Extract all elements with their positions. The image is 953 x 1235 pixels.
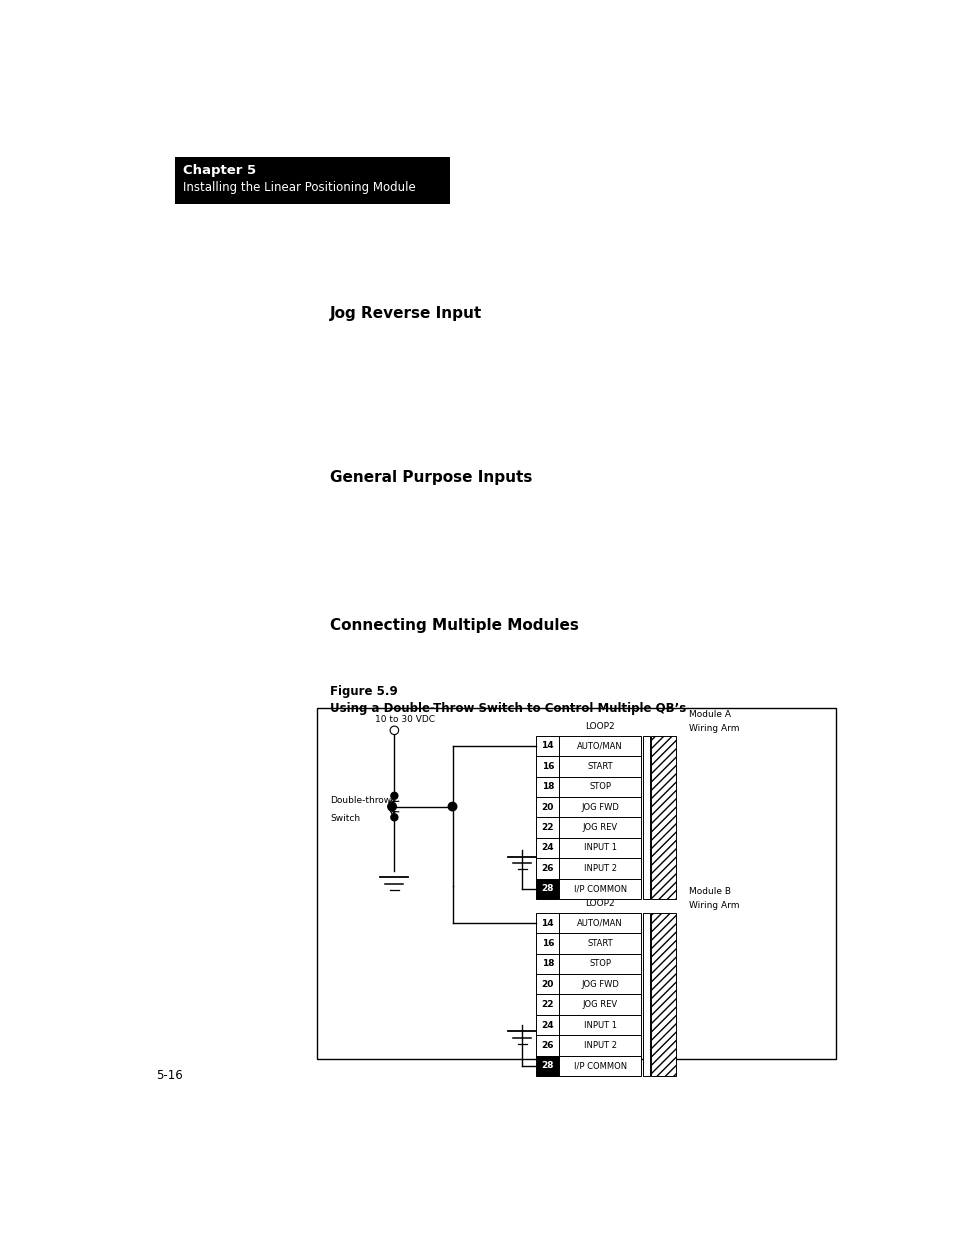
Bar (558, 1015, 640, 1035)
Text: 10 to 30 VDC: 10 to 30 VDC (375, 715, 435, 724)
Text: JOG FWD: JOG FWD (580, 803, 618, 811)
Circle shape (391, 814, 397, 821)
Bar (558, 953, 640, 974)
Text: 14: 14 (541, 919, 554, 927)
Text: Chapter 5: Chapter 5 (183, 164, 255, 178)
Circle shape (391, 793, 397, 799)
Bar (536, 736, 558, 756)
Bar (536, 1056, 558, 1076)
Text: Figure 5.9: Figure 5.9 (330, 685, 397, 698)
Bar (536, 953, 558, 974)
Bar (558, 934, 640, 953)
Text: Module A: Module A (688, 710, 730, 719)
Bar (174, 157, 450, 205)
Text: 28: 28 (541, 884, 554, 893)
Text: 24: 24 (541, 1020, 554, 1030)
Bar (558, 837, 640, 858)
Bar (558, 797, 640, 818)
Text: INPUT 2: INPUT 2 (583, 863, 616, 873)
Bar (536, 818, 558, 837)
Circle shape (387, 803, 395, 811)
Text: 14: 14 (541, 741, 554, 751)
Text: 16: 16 (541, 939, 554, 948)
Bar (536, 974, 558, 994)
Text: I/P COMMON: I/P COMMON (573, 884, 626, 893)
Bar (558, 858, 640, 878)
Text: Using a Double-Throw Switch to Control Multiple QB’s: Using a Double-Throw Switch to Control M… (330, 701, 685, 715)
Text: JOG FWD: JOG FWD (580, 979, 618, 989)
Text: Switch: Switch (330, 814, 360, 823)
Text: 16: 16 (541, 762, 554, 771)
Text: 22: 22 (541, 823, 554, 832)
Bar (536, 858, 558, 878)
Text: 18: 18 (541, 960, 554, 968)
Text: I/P COMMON: I/P COMMON (573, 1061, 626, 1071)
Text: 26: 26 (541, 863, 554, 873)
Bar (558, 913, 640, 934)
Text: General Purpose Inputs: General Purpose Inputs (330, 471, 532, 485)
Text: STOP: STOP (589, 960, 611, 968)
Bar (536, 756, 558, 777)
Text: Installing the Linear Positioning Module: Installing the Linear Positioning Module (183, 182, 416, 194)
Text: 5-16: 5-16 (156, 1070, 183, 1082)
Bar (558, 994, 640, 1015)
Text: AUTO/MAN: AUTO/MAN (577, 919, 622, 927)
Text: 24: 24 (541, 844, 554, 852)
Bar (536, 1035, 558, 1056)
Text: 28: 28 (541, 1061, 554, 1071)
Bar (536, 837, 558, 858)
Text: LOOP2: LOOP2 (585, 722, 615, 731)
Bar (536, 797, 558, 818)
Text: 22: 22 (541, 1000, 554, 1009)
Bar (558, 974, 640, 994)
Text: INPUT 1: INPUT 1 (583, 844, 616, 852)
Text: Wiring Arm: Wiring Arm (688, 902, 739, 910)
Text: START: START (587, 762, 613, 771)
Text: START: START (587, 939, 613, 948)
Text: 20: 20 (541, 979, 554, 989)
Bar (558, 777, 640, 797)
Bar (558, 756, 640, 777)
Text: Wiring Arm: Wiring Arm (688, 725, 739, 734)
Text: JOG REV: JOG REV (582, 1000, 617, 1009)
Bar (642, 913, 650, 1076)
Text: Jog Reverse Input: Jog Reverse Input (330, 306, 482, 321)
Bar (642, 736, 650, 899)
Text: Module B: Module B (688, 887, 730, 895)
Bar (536, 913, 558, 934)
Bar (536, 777, 558, 797)
Bar (558, 878, 640, 899)
Bar (536, 934, 558, 953)
Bar (558, 736, 640, 756)
Bar (651, 736, 676, 899)
Bar (558, 1035, 640, 1056)
Bar (536, 994, 558, 1015)
Bar (536, 878, 558, 899)
Text: JOG REV: JOG REV (582, 823, 617, 832)
Text: 26: 26 (541, 1041, 554, 1050)
Text: STOP: STOP (589, 782, 611, 792)
Circle shape (448, 803, 456, 811)
Text: Double-throw: Double-throw (330, 795, 391, 805)
Bar (316, 708, 835, 1060)
Text: Connecting Multiple Modules: Connecting Multiple Modules (330, 618, 578, 632)
Text: LOOP2: LOOP2 (585, 899, 615, 908)
Text: INPUT 1: INPUT 1 (583, 1020, 616, 1030)
Text: AUTO/MAN: AUTO/MAN (577, 741, 622, 751)
Bar (651, 913, 676, 1076)
Text: INPUT 2: INPUT 2 (583, 1041, 616, 1050)
Text: 20: 20 (541, 803, 554, 811)
Bar (558, 818, 640, 837)
Text: 18: 18 (541, 782, 554, 792)
Bar (536, 1015, 558, 1035)
Bar (558, 1056, 640, 1076)
